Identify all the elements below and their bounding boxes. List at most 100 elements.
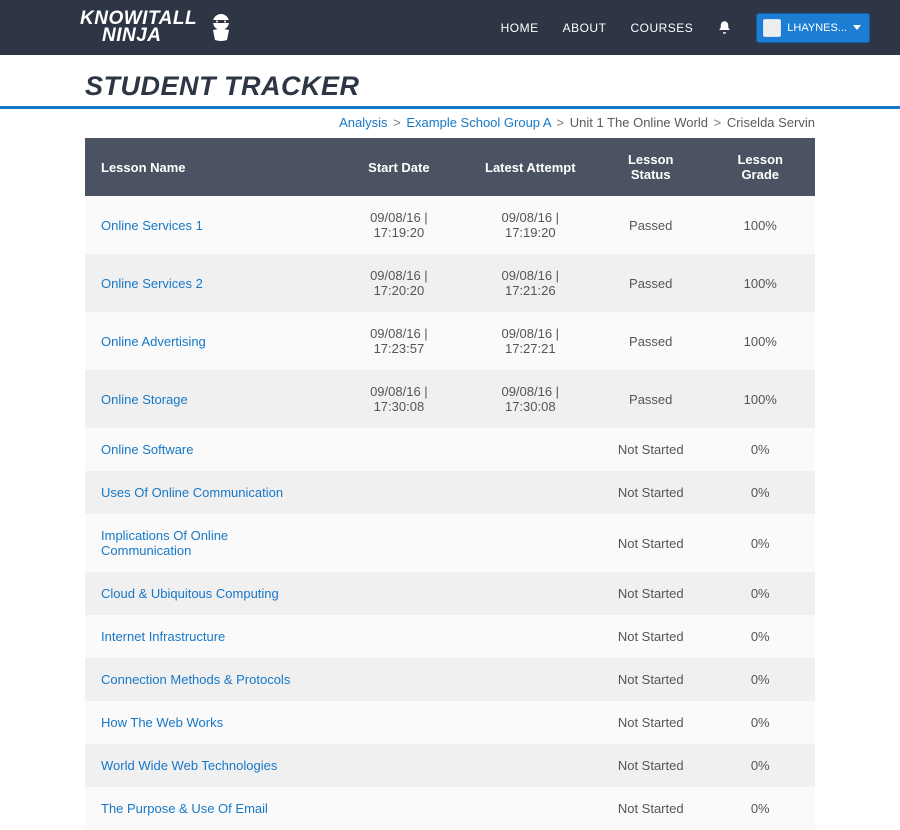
- cell-latest-attempt: [465, 615, 596, 658]
- col-lesson-status: Lesson Status: [596, 138, 706, 196]
- cell-lesson-grade: 100%: [705, 196, 815, 254]
- cell-lesson-status: Not Started: [596, 615, 706, 658]
- nav-about[interactable]: ABOUT: [563, 21, 607, 35]
- lesson-link[interactable]: Uses Of Online Communication: [101, 485, 283, 500]
- cell-lesson-name: Internet Infrastructure: [85, 615, 333, 658]
- table-row: Connection Methods & Protocols Not Starte…: [85, 658, 815, 701]
- col-lesson-grade: Lesson Grade: [705, 138, 815, 196]
- table-row: Online Services 109/08/16 | 17:19:2009/0…: [85, 196, 815, 254]
- cell-start-date: 09/08/16 | 17:20:20: [333, 254, 464, 312]
- user-name: LHAYNES...: [787, 22, 847, 34]
- lesson-link[interactable]: Online Software: [101, 442, 194, 457]
- cell-lesson-name: Online Storage: [85, 370, 333, 428]
- user-menu-button[interactable]: LHAYNES...: [756, 13, 870, 43]
- cell-lesson-status: Not Started: [596, 787, 706, 830]
- cell-lesson-name: Cloud & Ubiquitous Computing: [85, 572, 333, 615]
- breadcrumb-unit: Unit 1 The Online World: [570, 115, 708, 130]
- cell-lesson-name: World Wide Web Technologies: [85, 744, 333, 787]
- table-row: Uses Of Online CommunicationNot Started0…: [85, 471, 815, 514]
- cell-start-date: [333, 701, 464, 744]
- cell-start-date: 09/08/16 | 17:30:08: [333, 370, 464, 428]
- cell-lesson-name: Connection Methods & Protocols: [85, 658, 333, 701]
- cell-lesson-grade: 0%: [705, 615, 815, 658]
- cell-lesson-name: Online Services 2: [85, 254, 333, 312]
- lesson-link[interactable]: Online Advertising: [101, 334, 206, 349]
- lesson-link[interactable]: Cloud & Ubiquitous Computing: [101, 586, 279, 601]
- lessons-table: Lesson Name Start Date Latest Attempt Le…: [85, 138, 815, 830]
- table-row: The Purpose & Use Of Email Not Started0%: [85, 787, 815, 830]
- lesson-link[interactable]: Online Storage: [101, 392, 188, 407]
- lesson-link[interactable]: World Wide Web Technologies: [101, 758, 277, 773]
- cell-lesson-status: Not Started: [596, 471, 706, 514]
- cell-start-date: [333, 572, 464, 615]
- page-title-wrap: STUDENT TRACKER: [0, 55, 900, 109]
- cell-latest-attempt: [465, 744, 596, 787]
- lesson-link[interactable]: Internet Infrastructure: [101, 629, 225, 644]
- cell-lesson-status: Passed: [596, 312, 706, 370]
- breadcrumb-student: Criselda Servin: [727, 115, 815, 130]
- cell-lesson-status: Not Started: [596, 658, 706, 701]
- breadcrumb-sep: >: [712, 115, 724, 130]
- nav-home[interactable]: HOME: [501, 21, 539, 35]
- cell-lesson-grade: 100%: [705, 254, 815, 312]
- cell-lesson-name: Online Services 1: [85, 196, 333, 254]
- cell-lesson-name: How The Web Works: [85, 701, 333, 744]
- cell-lesson-status: Not Started: [596, 514, 706, 572]
- cell-lesson-status: Passed: [596, 254, 706, 312]
- breadcrumb-sep: >: [391, 115, 403, 130]
- lesson-link[interactable]: Implications Of Online Communication: [101, 528, 228, 558]
- top-header: KNOWITALL NINJA HOME ABOUT COURSES LHAYN…: [0, 0, 900, 55]
- cell-lesson-grade: 0%: [705, 428, 815, 471]
- page-title: STUDENT TRACKER: [85, 71, 815, 102]
- cell-lesson-status: Not Started: [596, 701, 706, 744]
- table-row: Implications Of Online Communication Not …: [85, 514, 815, 572]
- ninja-icon: [203, 10, 239, 46]
- table-row: Online Storage09/08/16 | 17:30:0809/08/1…: [85, 370, 815, 428]
- cell-lesson-grade: 0%: [705, 658, 815, 701]
- cell-start-date: 09/08/16 | 17:23:57: [333, 312, 464, 370]
- cell-latest-attempt: 09/08/16 | 17:19:20: [465, 196, 596, 254]
- cell-lesson-grade: 0%: [705, 787, 815, 830]
- cell-lesson-name: Uses Of Online Communication: [85, 471, 333, 514]
- table-header-row: Lesson Name Start Date Latest Attempt Le…: [85, 138, 815, 196]
- cell-start-date: [333, 428, 464, 471]
- brand-logo[interactable]: KNOWITALL NINJA: [80, 10, 239, 46]
- cell-lesson-grade: 0%: [705, 744, 815, 787]
- cell-start-date: [333, 615, 464, 658]
- cell-lesson-status: Not Started: [596, 744, 706, 787]
- cell-latest-attempt: [465, 514, 596, 572]
- cell-latest-attempt: [465, 572, 596, 615]
- breadcrumb-analysis[interactable]: Analysis: [339, 115, 387, 130]
- cell-lesson-name: Online Advertising: [85, 312, 333, 370]
- col-lesson-name: Lesson Name: [85, 138, 333, 196]
- col-start-date: Start Date: [333, 138, 464, 196]
- brand-text: KNOWITALL NINJA: [80, 11, 197, 43]
- cell-start-date: [333, 471, 464, 514]
- cell-latest-attempt: [465, 787, 596, 830]
- cell-lesson-name: The Purpose & Use Of Email: [85, 787, 333, 830]
- main-nav: HOME ABOUT COURSES LHAYNES...: [501, 13, 870, 43]
- lesson-link[interactable]: Online Services 1: [101, 218, 203, 233]
- breadcrumb-school[interactable]: Example School Group A: [406, 115, 551, 130]
- breadcrumb-sep: >: [555, 115, 567, 130]
- lesson-link[interactable]: Connection Methods & Protocols: [101, 672, 290, 687]
- cell-latest-attempt: [465, 701, 596, 744]
- notifications-bell-icon[interactable]: [717, 20, 732, 35]
- cell-lesson-grade: 0%: [705, 701, 815, 744]
- cell-latest-attempt: 09/08/16 | 17:21:26: [465, 254, 596, 312]
- lesson-link[interactable]: The Purpose & Use Of Email: [101, 801, 268, 816]
- cell-start-date: [333, 658, 464, 701]
- cell-lesson-name: Implications Of Online Communication: [85, 514, 333, 572]
- cell-lesson-status: Passed: [596, 196, 706, 254]
- cell-latest-attempt: 09/08/16 | 17:27:21: [465, 312, 596, 370]
- cell-start-date: [333, 787, 464, 830]
- cell-latest-attempt: [465, 428, 596, 471]
- nav-courses[interactable]: COURSES: [630, 21, 693, 35]
- cell-start-date: [333, 744, 464, 787]
- col-latest-attempt: Latest Attempt: [465, 138, 596, 196]
- cell-latest-attempt: [465, 471, 596, 514]
- table-row: World Wide Web Technologies Not Started0%: [85, 744, 815, 787]
- brand-line2: NINJA: [80, 28, 197, 44]
- lesson-link[interactable]: Online Services 2: [101, 276, 203, 291]
- cell-lesson-grade: 0%: [705, 572, 815, 615]
